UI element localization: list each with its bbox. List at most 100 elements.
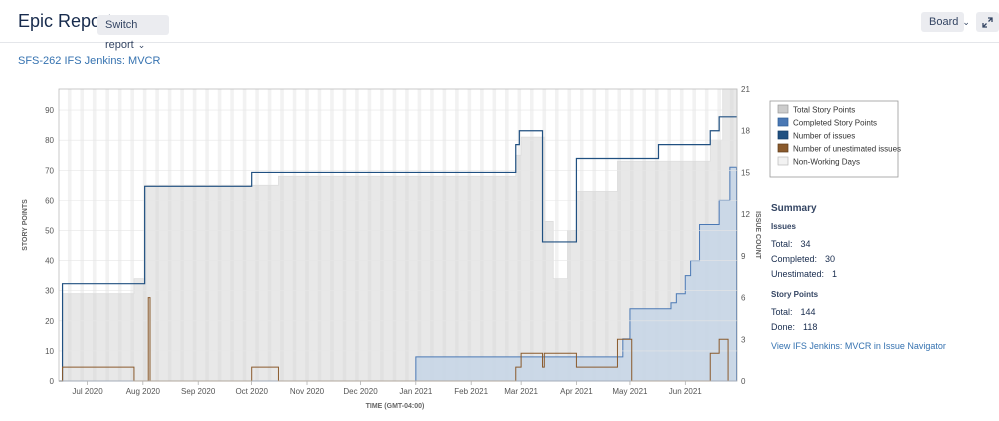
non-working-day bbox=[330, 89, 334, 381]
y2-tick-label: 18 bbox=[741, 127, 750, 136]
y-tick-label: 80 bbox=[45, 136, 54, 145]
x-tick-label: Aug 2020 bbox=[126, 387, 161, 396]
non-working-day bbox=[517, 89, 522, 381]
legend-label: Completed Story Points bbox=[793, 119, 877, 128]
non-working-day bbox=[180, 89, 184, 381]
non-working-day bbox=[192, 89, 197, 381]
issues-completed-label: Completed: bbox=[771, 254, 818, 264]
y-axis-title: STORY POINTS bbox=[22, 199, 29, 251]
non-working-day bbox=[92, 89, 97, 381]
non-working-day bbox=[629, 89, 634, 381]
non-working-day bbox=[592, 89, 597, 381]
non-working-day bbox=[117, 89, 122, 381]
issues-total-row: Total: 34 bbox=[771, 237, 946, 252]
legend-swatch bbox=[777, 104, 789, 114]
board-label: Board bbox=[929, 16, 959, 28]
epic-link[interactable]: SFS-262 IFS Jenkins: MVCR bbox=[18, 55, 161, 67]
issues-total-label: Total: bbox=[771, 239, 793, 249]
non-working-day bbox=[542, 89, 547, 381]
y2-tick-label: 21 bbox=[741, 85, 750, 94]
non-working-day bbox=[242, 89, 247, 381]
legend-label: Number of unestimated issues bbox=[793, 145, 901, 154]
non-working-day bbox=[130, 89, 134, 381]
y-tick-label: 70 bbox=[45, 166, 54, 175]
non-working-day bbox=[367, 89, 372, 381]
x-tick-label: Jun 2021 bbox=[669, 387, 702, 396]
issues-completed-value: 30 bbox=[825, 254, 836, 264]
y2-tick-label: 12 bbox=[741, 210, 750, 219]
non-working-day bbox=[654, 89, 659, 381]
non-working-day bbox=[405, 89, 409, 381]
points-total-label: Total: bbox=[771, 307, 793, 317]
issues-completed-row: Completed: 30 bbox=[771, 252, 946, 267]
points-done-value: 118 bbox=[803, 322, 818, 332]
x-tick-label: May 2021 bbox=[612, 387, 648, 396]
fullscreen-button[interactable] bbox=[976, 12, 999, 32]
y2-axis-title: ISSUE COUNT bbox=[754, 211, 761, 260]
legend-swatch bbox=[777, 117, 789, 127]
non-working-day bbox=[530, 89, 534, 381]
y2-tick-label: 15 bbox=[741, 168, 750, 177]
report-header: Epic Report Switch report ⌄ Board ⌄ bbox=[0, 0, 999, 51]
y2-tick-label: 3 bbox=[741, 335, 746, 344]
x-tick-label: Mar 2021 bbox=[504, 387, 538, 396]
y-tick-label: 10 bbox=[45, 347, 54, 356]
legend-swatch bbox=[777, 130, 789, 140]
non-working-day bbox=[604, 89, 609, 381]
y2-tick-label: 6 bbox=[741, 294, 746, 303]
y2-tick-label: 9 bbox=[741, 252, 746, 261]
non-working-day bbox=[555, 89, 559, 381]
non-working-day bbox=[492, 89, 497, 381]
non-working-day bbox=[392, 89, 397, 381]
completed-story-points-area bbox=[59, 166, 737, 382]
chevron-down-icon: ⌄ bbox=[137, 40, 146, 50]
issues-heading: Issues bbox=[771, 222, 796, 231]
non-working-day bbox=[167, 89, 172, 381]
issues-unestimated-row: Unestimated: 1 bbox=[771, 267, 946, 282]
non-working-day bbox=[217, 89, 222, 381]
y-tick-label: 20 bbox=[45, 317, 54, 326]
y-tick-label: 40 bbox=[45, 257, 54, 266]
non-working-day bbox=[505, 89, 509, 381]
points-done-label: Done: bbox=[771, 322, 796, 332]
non-working-day bbox=[617, 89, 622, 381]
points-done-row: Done: 118 bbox=[771, 320, 946, 335]
legend-label: Number of issues bbox=[793, 132, 855, 141]
non-working-day bbox=[455, 89, 459, 381]
legend-swatch bbox=[777, 143, 789, 153]
non-working-day bbox=[567, 89, 572, 381]
board-button[interactable]: Board ⌄ bbox=[921, 12, 970, 32]
non-working-day bbox=[692, 89, 696, 381]
x-tick-label: Apr 2021 bbox=[560, 387, 593, 396]
issues-unestimated-value: 1 bbox=[832, 269, 838, 279]
non-working-day bbox=[80, 89, 84, 381]
non-working-day bbox=[67, 89, 72, 381]
x-tick-label: Jul 2020 bbox=[72, 387, 103, 396]
non-working-day bbox=[305, 89, 309, 381]
points-total-value: 144 bbox=[800, 307, 816, 317]
non-working-day bbox=[667, 89, 671, 381]
non-working-day bbox=[442, 89, 447, 381]
number-of-issues-line bbox=[59, 116, 737, 382]
summary-heading: Summary bbox=[771, 203, 817, 214]
non-working-day bbox=[467, 89, 472, 381]
legend-label: Total Story Points bbox=[793, 106, 855, 115]
story-points-heading: Story Points bbox=[771, 290, 819, 299]
non-working-day bbox=[317, 89, 322, 381]
non-working-day bbox=[642, 89, 647, 381]
switch-report-button[interactable]: Switch report ⌄ bbox=[97, 15, 169, 51]
non-working-day bbox=[380, 89, 384, 381]
x-axis-title: TIME (GMT-04:00) bbox=[366, 403, 425, 410]
issue-navigator-link[interactable]: View IFS Jenkins: MVCR in Issue Navigato… bbox=[771, 341, 946, 351]
x-tick-label: Feb 2021 bbox=[454, 387, 488, 396]
issues-total-value: 34 bbox=[800, 239, 811, 249]
points-total-row: Total: 144 bbox=[771, 305, 946, 320]
summary-panel: Summary Issues Total: 34 Completed: 30 Une… bbox=[771, 203, 946, 354]
plot-border bbox=[58, 88, 738, 382]
y-tick-label: 90 bbox=[45, 106, 54, 115]
y-tick-label: 60 bbox=[45, 196, 54, 205]
non-working-day bbox=[417, 89, 422, 381]
non-working-day bbox=[230, 89, 234, 381]
x-tick-label: Sep 2020 bbox=[181, 387, 216, 396]
